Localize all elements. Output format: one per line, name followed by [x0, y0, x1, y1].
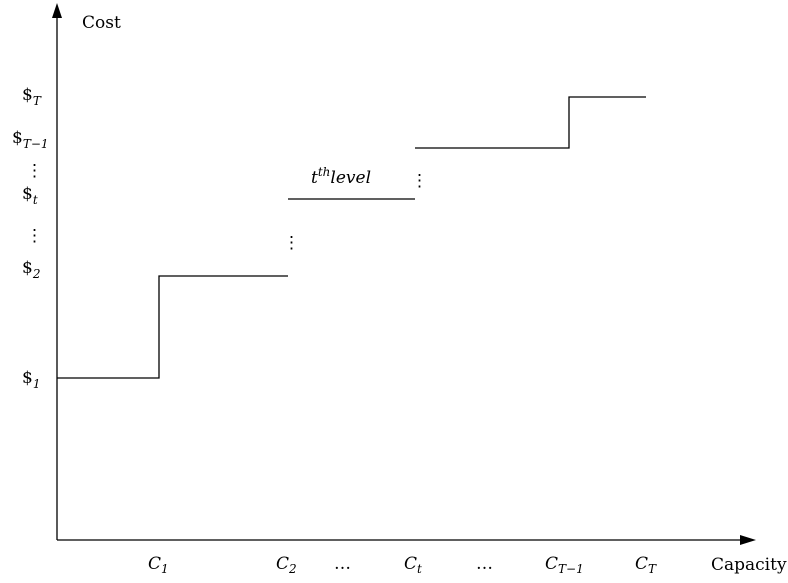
- gap-marker-2: ⋮: [411, 171, 428, 191]
- x-tick-C2: C2: [276, 554, 297, 576]
- step-level-T-1: [415, 96, 646, 149]
- y-axis-arrowhead: [52, 3, 62, 18]
- y-tick-vdots-mid: ⋮: [26, 226, 43, 246]
- x-axis-arrowhead: [740, 535, 756, 545]
- x-tick-CT-1: CT−1: [545, 554, 584, 576]
- y-tick-t: $t: [22, 184, 38, 207]
- y-tick-vdots-top: ⋮: [26, 161, 43, 181]
- x-tick-CT: CT: [635, 554, 657, 576]
- annotation-base: t: [311, 168, 318, 188]
- x-tick-dots-a: …: [334, 554, 351, 574]
- y-tick-2: $2: [22, 258, 40, 281]
- tth-level-annotation: tthlevel: [311, 165, 371, 188]
- y-axis-label: Cost: [82, 13, 121, 33]
- x-tick-C1: C1: [148, 554, 169, 576]
- step-level-1: [57, 275, 288, 379]
- x-tick-dots-b: …: [476, 554, 493, 574]
- annotation-rest: level: [330, 168, 371, 188]
- x-axis-label: Capacity: [711, 555, 787, 575]
- annotation-sup: th: [318, 165, 331, 179]
- y-tick-1: $1: [22, 368, 40, 391]
- y-tick-T: $T: [22, 85, 42, 108]
- y-tick-T-1: $T−1: [12, 128, 49, 151]
- gap-marker-1: ⋮: [283, 233, 300, 253]
- x-tick-Ct: Ct: [404, 554, 422, 576]
